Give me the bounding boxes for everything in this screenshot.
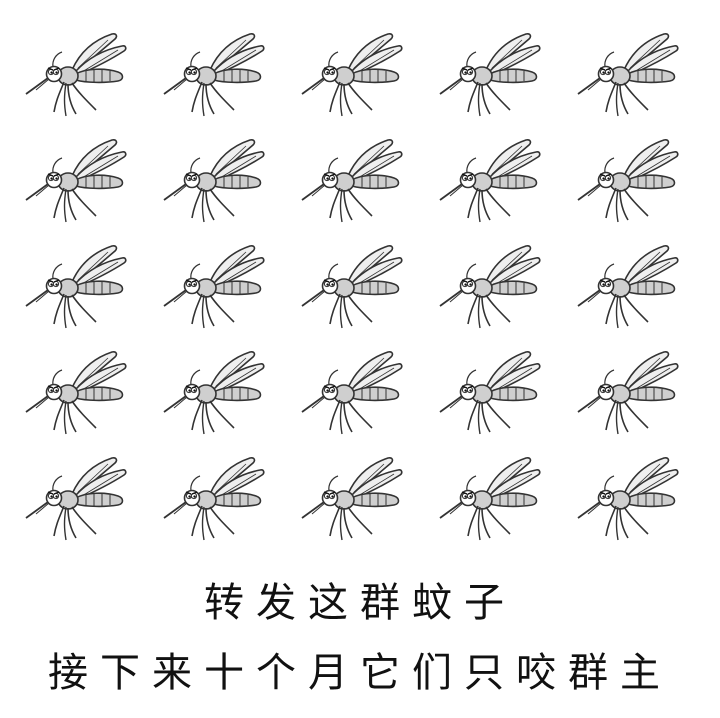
mosquito-icon xyxy=(296,446,434,552)
mosquito-icon xyxy=(20,234,158,340)
mosquito-icon xyxy=(572,22,710,128)
mosquito-icon xyxy=(20,22,158,128)
mosquito-icon xyxy=(158,22,296,128)
mosquito-icon xyxy=(158,128,296,234)
mosquito-icon xyxy=(20,446,158,552)
mosquito-icon xyxy=(296,340,434,446)
mosquito-icon xyxy=(434,340,572,446)
mosquito-icon xyxy=(296,22,434,128)
mosquito-icon xyxy=(20,128,158,234)
mosquito-icon xyxy=(296,128,434,234)
mosquito-icon xyxy=(572,446,710,552)
mosquito-icon xyxy=(434,128,572,234)
mosquito-icon xyxy=(434,446,572,552)
mosquito-grid xyxy=(20,22,710,552)
mosquito-icon xyxy=(572,128,710,234)
mosquito-icon xyxy=(434,234,572,340)
mosquito-icon xyxy=(158,446,296,552)
mosquito-icon xyxy=(572,340,710,446)
caption-line-2: 接下来十个月它们只咬群主 xyxy=(48,650,672,696)
caption-line-1: 转发这群蚊子 xyxy=(204,580,516,626)
mosquito-icon xyxy=(158,340,296,446)
mosquito-icon xyxy=(296,234,434,340)
mosquito-icon xyxy=(20,340,158,446)
mosquito-icon xyxy=(158,234,296,340)
mosquito-icon xyxy=(572,234,710,340)
mosquito-icon xyxy=(434,22,572,128)
